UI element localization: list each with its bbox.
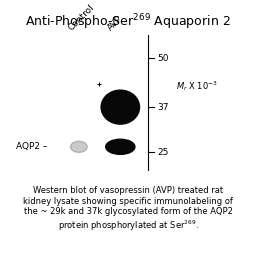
Text: Control: Control (66, 3, 96, 32)
Ellipse shape (70, 141, 87, 153)
Text: 37: 37 (157, 103, 169, 112)
Text: Western blot of vasopressin (AVP) treated rat
kidney lysate showing specific imm: Western blot of vasopressin (AVP) treate… (23, 186, 233, 233)
Text: Anti-Phospho-Ser$^{269}$ Aquaporin 2: Anti-Phospho-Ser$^{269}$ Aquaporin 2 (25, 12, 231, 32)
Text: 25: 25 (157, 148, 168, 157)
Text: AVP: AVP (106, 14, 125, 32)
Text: AQP2 –: AQP2 – (16, 142, 47, 151)
Text: 50: 50 (157, 54, 169, 63)
Text: $M_r$ X 10$^{-3}$: $M_r$ X 10$^{-3}$ (176, 79, 218, 93)
Ellipse shape (101, 90, 140, 124)
Ellipse shape (106, 139, 135, 154)
